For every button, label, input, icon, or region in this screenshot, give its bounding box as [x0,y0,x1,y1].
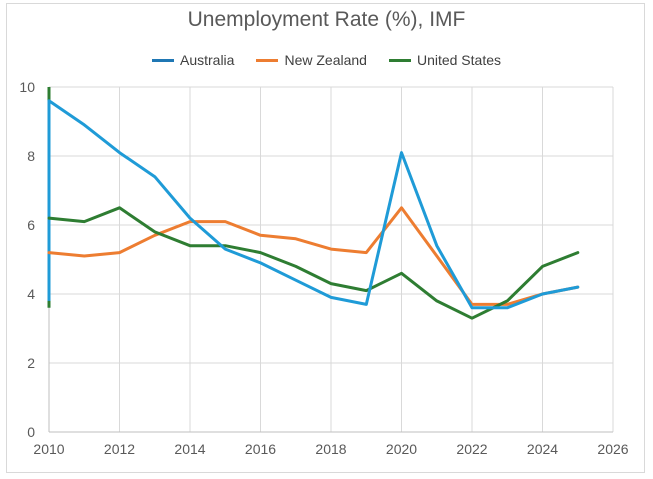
legend-item-new-zealand: New Zealand [256,52,367,68]
legend-swatch-new-zealand [256,58,279,62]
x-tick-label: 2020 [386,441,417,457]
y-tick-label: 10 [19,79,35,95]
chart-frame [6,3,645,473]
x-tick-label: 2026 [597,441,628,457]
series-line-australia [47,99,580,310]
y-tick-label: 8 [27,148,35,164]
y-tick-label: 4 [27,286,35,302]
series-line-united-states [47,206,580,320]
x-tick-label: 2016 [245,441,276,457]
legend-label-new-zealand: New Zealand [284,52,367,68]
chart-title: Unemployment Rate (%), IMF [187,8,466,31]
legend-item-australia: Australia [151,52,235,68]
legend-swatch-united-states [388,58,411,62]
series-line-new-zealand [47,206,580,306]
x-tick-label: 2022 [456,441,487,457]
x-tick-label: 2012 [104,441,135,457]
x-tick-label: 2024 [527,441,558,457]
legend-label-australia: Australia [179,52,235,68]
y-tick-label: 0 [27,424,35,440]
x-tick-label: 2014 [174,441,205,457]
x-tick-label: 2018 [315,441,346,457]
legend-swatch-australia [151,58,174,62]
legend-label-united-states: United States [416,52,502,68]
legend: Australia New Zealand United States [0,52,653,68]
legend-item-united-states: United States [388,52,502,68]
x-tick-label: 2010 [33,441,64,457]
y-tick-label: 6 [27,217,35,233]
y-tick-label: 2 [27,355,35,371]
